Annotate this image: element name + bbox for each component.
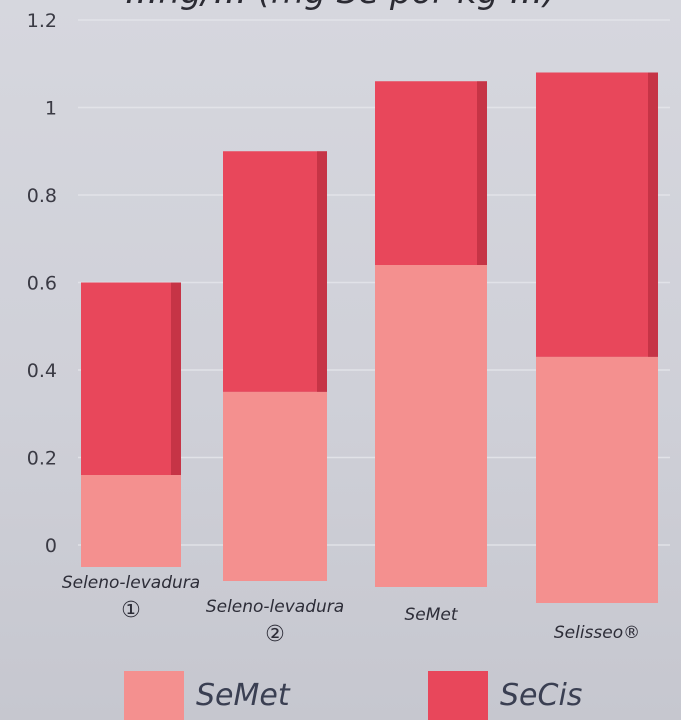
bars bbox=[81, 72, 658, 603]
x-tick-sublabel: ① bbox=[121, 598, 141, 623]
x-tick-label: SeMet bbox=[404, 605, 458, 625]
y-tick-label: 0 bbox=[45, 535, 57, 557]
bar-shade bbox=[477, 81, 487, 265]
y-tick-label: 0.8 bbox=[27, 185, 57, 207]
bar-shade bbox=[171, 282, 181, 475]
legend-label-secis: SeCis bbox=[500, 678, 583, 713]
legend-item-secis: SeCis bbox=[428, 671, 582, 720]
bar-semet-1 bbox=[223, 391, 327, 581]
legend-label-semet: SeMet bbox=[196, 678, 290, 713]
bar-secis-0 bbox=[81, 282, 181, 475]
chart-title: …ng/… (mg Se por kg …) bbox=[0, 0, 681, 12]
legend-item-semet: SeMet bbox=[124, 671, 290, 720]
x-tick-label: Seleno-levadura bbox=[206, 597, 344, 617]
bar-shade bbox=[648, 72, 658, 357]
bar-semet-3 bbox=[536, 356, 658, 603]
bar-secis-2 bbox=[375, 81, 487, 265]
x-tick-sublabel: ② bbox=[265, 622, 285, 647]
y-tick-label: 0.6 bbox=[27, 273, 57, 295]
y-tick-label: 1 bbox=[45, 98, 57, 120]
bar-secis-1 bbox=[223, 151, 327, 392]
bar-shade bbox=[317, 151, 327, 392]
y-axis-ticks: 0 0.2 0.4 0.6 0.8 1 1.2 bbox=[27, 10, 57, 557]
bar-semet-2 bbox=[375, 265, 487, 587]
y-tick-label: 0.2 bbox=[27, 448, 57, 470]
bar-semet-0 bbox=[81, 475, 181, 567]
x-axis-labels: Seleno-levadura ① Seleno-levadura ② SeMet Sel… bbox=[62, 573, 640, 647]
y-tick-label: 1.2 bbox=[27, 10, 57, 32]
y-tick-label: 0.4 bbox=[27, 360, 57, 382]
bar-secis-3 bbox=[536, 72, 658, 357]
legend-swatch-semet bbox=[124, 671, 184, 720]
legend-swatch-secis bbox=[428, 671, 488, 720]
x-tick-label: Seleno-levadura bbox=[62, 573, 200, 593]
x-tick-label: Selisseo® bbox=[554, 623, 640, 643]
